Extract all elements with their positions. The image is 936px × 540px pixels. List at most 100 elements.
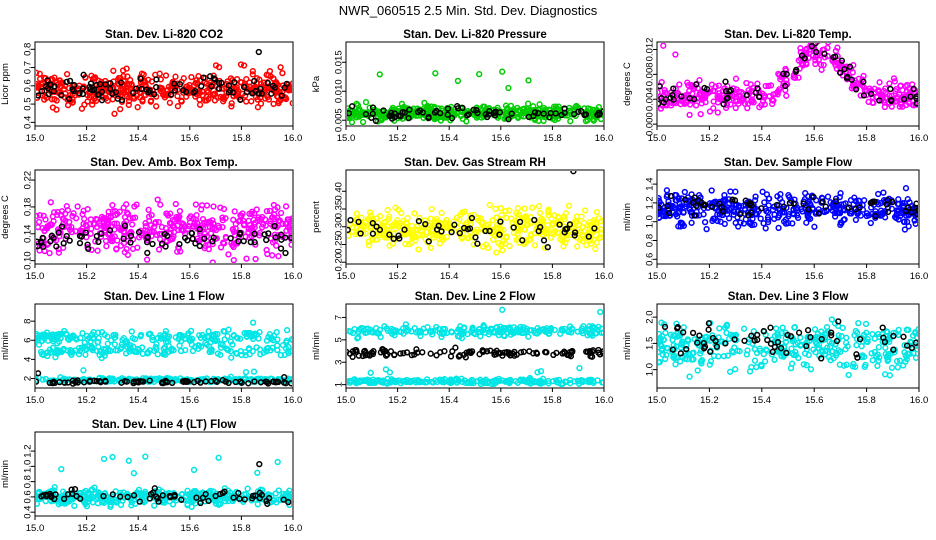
data-point: [237, 211, 244, 219]
data-point: [220, 205, 228, 213]
data-point: [152, 344, 159, 351]
data-point: [196, 226, 203, 233]
y-axis-label: ml/min: [0, 460, 11, 488]
data-point: [358, 377, 366, 384]
data-point: [595, 349, 602, 356]
x-tick-label: 15.6: [805, 271, 824, 282]
data-point: [558, 109, 565, 116]
data-point: [36, 242, 41, 250]
data-point: [153, 76, 160, 83]
data-point: [347, 327, 353, 335]
data-point: [174, 222, 181, 229]
data-point: [845, 371, 852, 379]
data-point: [247, 238, 254, 246]
data-point: [818, 66, 825, 73]
data-point: [571, 232, 578, 239]
data-point: [68, 349, 75, 356]
data-point: [805, 193, 812, 200]
data-point: [270, 100, 277, 108]
data-point: [527, 380, 534, 387]
data-point: [60, 240, 67, 247]
data-point: [225, 82, 233, 89]
data-point: [541, 244, 549, 252]
plot-frame: [345, 169, 605, 265]
data-point: [107, 85, 114, 93]
data-point: [693, 202, 700, 210]
y-tick-label: 1.2: [23, 444, 34, 457]
data-point: [492, 205, 499, 213]
data-point: [70, 333, 78, 340]
data-point: [87, 80, 95, 87]
data-point: [47, 81, 54, 89]
data-point: [352, 114, 360, 121]
data-point: [830, 54, 837, 61]
data-point: [182, 346, 189, 354]
data-point: [712, 204, 719, 211]
data-point: [134, 104, 141, 111]
data-point: [390, 221, 398, 229]
data-point: [732, 188, 739, 195]
data-point: [534, 369, 541, 376]
data-point: [539, 375, 547, 382]
data-point: [347, 377, 353, 385]
data-point: [402, 324, 410, 331]
data-point: [146, 377, 153, 384]
data-point: [362, 132, 367, 137]
x-tick-label: 15.8: [543, 133, 562, 144]
plot-frame: [34, 431, 294, 517]
data-point: [383, 380, 391, 387]
data-point: [142, 453, 149, 460]
y-tick-label: 0.5: [23, 97, 34, 110]
data-point: [451, 221, 458, 228]
data-points: [347, 132, 603, 256]
data-point: [855, 319, 862, 327]
data-point: [566, 221, 574, 228]
data-point: [719, 211, 726, 219]
data-point: [745, 211, 752, 219]
data-point: [428, 205, 435, 213]
data-point: [264, 93, 271, 101]
x-tick-label: 15.6: [181, 133, 200, 144]
data-point: [741, 100, 749, 107]
data-point: [347, 216, 354, 224]
data-point: [728, 205, 735, 213]
data-point: [257, 80, 265, 88]
data-point: [129, 335, 136, 342]
data-point: [567, 353, 575, 360]
data-point: [470, 241, 477, 248]
data-point: [211, 76, 219, 83]
data-point: [456, 216, 463, 223]
data-point: [396, 235, 403, 242]
data-point: [362, 349, 370, 357]
data-point: [875, 330, 882, 338]
data-point: [121, 249, 128, 256]
data-point: [458, 335, 466, 342]
y-tick-label: 5: [334, 337, 345, 342]
data-point: [574, 243, 581, 250]
data-point: [815, 210, 823, 217]
data-point: [465, 234, 472, 242]
data-point: [540, 325, 547, 333]
data-point: [44, 77, 51, 84]
data-point: [524, 100, 532, 107]
data-point: [783, 71, 790, 78]
data-point: [123, 80, 131, 88]
data-point: [728, 347, 736, 355]
data-point: [681, 188, 688, 196]
data-point: [889, 198, 896, 206]
data-point: [708, 81, 716, 88]
data-point: [496, 109, 504, 116]
data-point: [460, 351, 468, 358]
data-point: [838, 220, 845, 227]
data-point: [60, 216, 67, 223]
data-point: [463, 118, 470, 125]
data-point: [502, 207, 509, 215]
data-point: [465, 348, 473, 355]
data-point: [499, 68, 506, 75]
data-point: [238, 351, 245, 359]
data-point: [113, 245, 120, 252]
data-point: [58, 92, 65, 99]
data-point: [180, 75, 187, 82]
data-point: [474, 109, 481, 117]
